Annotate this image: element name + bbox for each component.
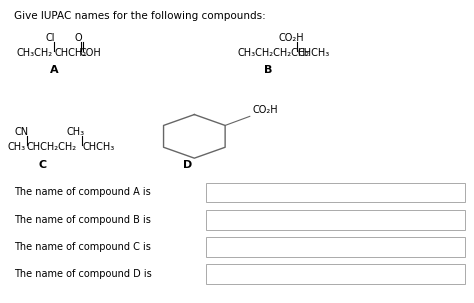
Text: C: C (38, 160, 47, 170)
Text: CN: CN (14, 127, 28, 137)
Text: The name of compound B is: The name of compound B is (14, 215, 151, 225)
FancyBboxPatch shape (206, 264, 465, 284)
Text: B: B (264, 65, 272, 75)
Text: A: A (50, 65, 59, 75)
Text: CH₃CH₂: CH₃CH₂ (17, 48, 53, 58)
Text: CHCH₃: CHCH₃ (82, 142, 114, 152)
Text: D: D (182, 160, 192, 170)
Text: The name of compound D is: The name of compound D is (14, 269, 152, 279)
Text: CHCH₃: CHCH₃ (298, 48, 330, 58)
Text: CH₃: CH₃ (7, 142, 25, 152)
Text: O: O (74, 33, 82, 43)
Text: COH: COH (80, 48, 101, 58)
Text: CHCH₂CH₂: CHCH₂CH₂ (27, 142, 77, 152)
Text: The name of compound A is: The name of compound A is (14, 187, 151, 198)
FancyBboxPatch shape (206, 237, 465, 257)
FancyBboxPatch shape (206, 182, 465, 202)
Text: CH₃: CH₃ (67, 127, 85, 137)
FancyBboxPatch shape (206, 210, 465, 230)
Text: CH₃CH₂CH₂CH₂: CH₃CH₂CH₂CH₂ (237, 48, 309, 58)
Text: CHCH₂: CHCH₂ (54, 48, 86, 58)
Text: Cl: Cl (45, 33, 55, 43)
Text: Give IUPAC names for the following compounds:: Give IUPAC names for the following compo… (14, 11, 266, 21)
Text: CO₂H: CO₂H (279, 33, 304, 43)
Text: CO₂H: CO₂H (252, 105, 278, 115)
Text: The name of compound C is: The name of compound C is (14, 242, 151, 252)
